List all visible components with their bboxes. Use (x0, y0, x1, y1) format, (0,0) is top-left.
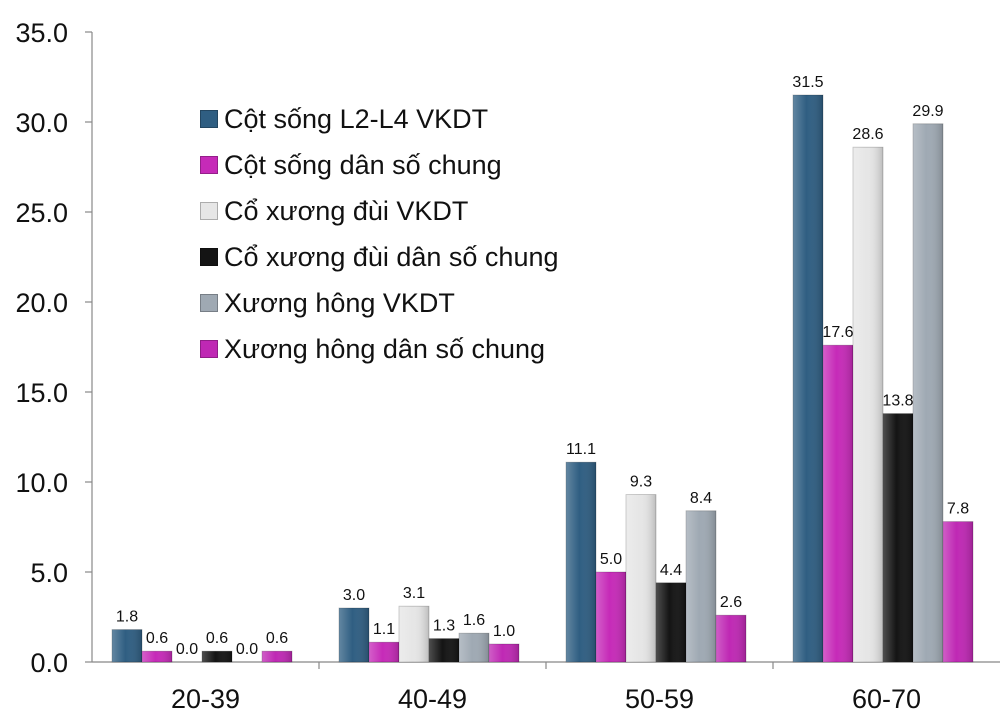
y-tick-label: 20.0 (15, 288, 68, 318)
legend-label: Xương hông dân số chung (224, 333, 546, 364)
bar-shade (793, 95, 823, 662)
data-label: 28.6 (852, 126, 883, 143)
bar-shade (883, 413, 913, 662)
legend-swatch (200, 202, 218, 220)
bar-shade (913, 123, 943, 663)
x-tick-label: 50-59 (625, 684, 694, 714)
bar-shade (202, 651, 232, 662)
data-label: 31.5 (792, 74, 823, 91)
bar-shade (459, 633, 489, 662)
x-tick-label: 20-39 (171, 684, 240, 714)
data-label: 11.1 (566, 441, 596, 458)
legend: Cột sống L2-L4 VKDT Cột sống dân số chun… (200, 96, 559, 372)
data-label: 2.6 (720, 594, 742, 611)
legend-label: Cột sống L2-L4 VKDT (224, 103, 489, 134)
legend-swatch (200, 156, 218, 174)
legend-item: Cột sống dân số chung (200, 142, 559, 188)
bar-shade (399, 606, 429, 662)
bars (111, 94, 974, 663)
bar-shade (339, 608, 369, 662)
data-label: 13.8 (882, 393, 913, 410)
data-labels: 1.8 3.0 11.1 31.5 0.6 1.1 5.0 17.6 0.0 3.1 9.3 28.6… (116, 74, 969, 658)
legend-label: Xương hông VKDT (224, 287, 455, 318)
y-tick-label: 10.0 (15, 468, 68, 498)
data-label: 0.0 (176, 641, 198, 658)
data-label: 7.8 (947, 501, 969, 518)
legend-item: Cổ xương đùi dân số chung (200, 234, 559, 280)
legend-item: Xương hông dân số chung (200, 326, 559, 372)
bar-shade (262, 651, 292, 662)
legend-item: Cổ xương đùi VKDT (200, 188, 559, 234)
x-tick-label: 60-70 (852, 684, 921, 714)
bar-shade (716, 615, 746, 662)
legend-label: Cột sống dân số chung (224, 149, 502, 180)
y-tick-label: 5.0 (30, 558, 68, 588)
legend-label: Cổ xương đùi dân số chung (224, 241, 559, 272)
y-tick-label: 15.0 (15, 378, 68, 408)
legend-swatch (200, 294, 218, 312)
bar-shade (626, 494, 656, 662)
data-label: 1.0 (493, 623, 515, 640)
legend-swatch (200, 110, 218, 128)
data-label: 9.3 (630, 474, 652, 491)
bar-shade (943, 521, 973, 662)
data-label: 8.4 (690, 490, 712, 507)
data-label: 0.0 (236, 641, 258, 658)
legend-label: Cổ xương đùi VKDT (224, 195, 469, 226)
data-label: 3.1 (403, 585, 425, 602)
bar-shade (369, 642, 399, 662)
x-tick-label: 40-49 (398, 684, 467, 714)
bar-shade (656, 582, 686, 662)
y-tick-label: 25.0 (15, 198, 68, 228)
data-label: 0.6 (266, 630, 288, 647)
bar-shade (142, 651, 172, 662)
bar-shade (429, 638, 459, 662)
data-label: 17.6 (822, 324, 853, 341)
data-label: 1.6 (463, 612, 485, 629)
data-label: 0.6 (146, 630, 168, 647)
data-label: 1.8 (116, 609, 138, 626)
bar-shade (853, 147, 883, 662)
bar-shade (489, 644, 519, 662)
legend-item: Xương hông VKDT (200, 280, 559, 326)
bar-shade (823, 345, 853, 662)
bar-shade (596, 572, 626, 662)
bar-shade (112, 629, 142, 662)
axes: 0.0 5.0 10.0 15.0 20.0 25.0 30.0 35.0 20-39 40-49… (15, 18, 1000, 714)
y-tick-label: 35.0 (15, 18, 68, 48)
y-tick-label: 0.0 (30, 648, 68, 678)
legend-swatch (200, 248, 218, 266)
bar-shade (686, 510, 716, 662)
data-label: 5.0 (600, 551, 622, 568)
bar-shade (566, 462, 596, 662)
data-label: 29.9 (912, 103, 943, 120)
y-tick-label: 30.0 (15, 108, 68, 138)
legend-swatch (200, 340, 218, 358)
data-label: 3.0 (343, 587, 365, 604)
data-label: 1.3 (433, 618, 455, 635)
legend-item: Cột sống L2-L4 VKDT (200, 96, 559, 142)
data-label: 1.1 (373, 621, 395, 638)
data-label: 4.4 (660, 562, 682, 579)
data-label: 0.6 (206, 630, 228, 647)
